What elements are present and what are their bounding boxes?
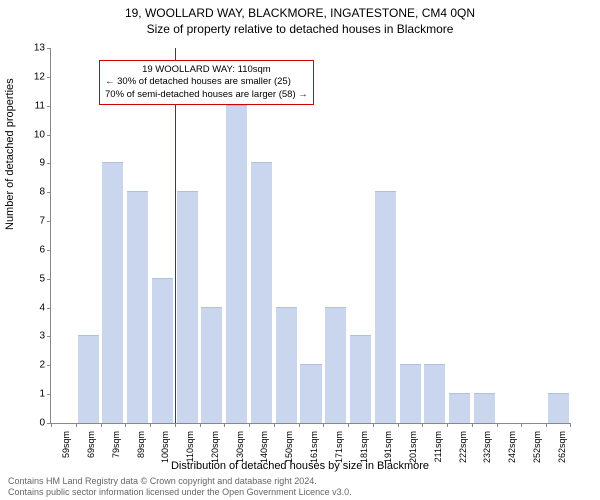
- y-tick-label: 3: [25, 331, 45, 342]
- bar: [102, 162, 123, 423]
- x-tick-mark: [150, 423, 151, 427]
- x-tick-mark: [497, 423, 498, 427]
- x-tick-mark: [546, 423, 547, 427]
- y-tick-mark: [47, 135, 51, 136]
- y-tick-label: 13: [25, 43, 45, 54]
- y-tick-mark: [47, 48, 51, 49]
- annotation-box: 19 WOOLLARD WAY: 110sqm← 30% of detached…: [99, 60, 314, 105]
- x-tick-mark: [348, 423, 349, 427]
- y-tick-mark: [47, 221, 51, 222]
- bar: [375, 191, 396, 423]
- bar: [400, 364, 421, 423]
- y-tick-mark: [47, 308, 51, 309]
- bar: [449, 393, 470, 423]
- y-tick-mark: [47, 279, 51, 280]
- bar: [127, 191, 148, 423]
- bar: [152, 278, 173, 423]
- x-tick-mark: [249, 423, 250, 427]
- x-tick-mark: [274, 423, 275, 427]
- y-tick-mark: [47, 365, 51, 366]
- x-tick-mark: [323, 423, 324, 427]
- y-tick-label: 1: [25, 389, 45, 400]
- x-tick-mark: [51, 423, 52, 427]
- y-tick-mark: [47, 192, 51, 193]
- y-tick-label: 8: [25, 187, 45, 198]
- y-tick-mark: [47, 77, 51, 78]
- bar: [325, 307, 346, 423]
- y-axis-label: Number of detached properties: [4, 78, 16, 230]
- y-tick-mark: [47, 250, 51, 251]
- x-tick-mark: [175, 423, 176, 427]
- x-tick-mark: [570, 423, 571, 427]
- x-tick-mark: [472, 423, 473, 427]
- x-tick-mark: [422, 423, 423, 427]
- x-tick-mark: [398, 423, 399, 427]
- bar: [300, 364, 321, 423]
- x-tick-mark: [101, 423, 102, 427]
- y-tick-label: 12: [25, 71, 45, 82]
- annotation-box-line: ← 30% of detached houses are smaller (25…: [105, 76, 308, 88]
- y-tick-label: 2: [25, 360, 45, 371]
- annotation-box-line: 70% of semi-detached houses are larger (…: [105, 89, 308, 101]
- bar: [78, 335, 99, 423]
- y-tick-label: 4: [25, 302, 45, 313]
- bar: [251, 162, 272, 423]
- y-tick-label: 5: [25, 273, 45, 284]
- bar: [474, 393, 495, 423]
- copyright-notice: Contains HM Land Registry data © Crown c…: [8, 476, 352, 498]
- y-tick-mark: [47, 163, 51, 164]
- bar: [548, 393, 569, 423]
- y-tick-mark: [47, 336, 51, 337]
- x-tick-mark: [447, 423, 448, 427]
- bar: [276, 307, 297, 423]
- y-tick-mark: [47, 106, 51, 107]
- plot-area: 01234567891011121359sqm69sqm79sqm89sqm10…: [50, 48, 571, 424]
- copyright-line1: Contains HM Land Registry data © Crown c…: [8, 476, 352, 487]
- chart-title-line2: Size of property relative to detached ho…: [0, 20, 600, 36]
- x-tick-mark: [299, 423, 300, 427]
- y-tick-mark: [47, 394, 51, 395]
- x-axis-label: Distribution of detached houses by size …: [0, 460, 600, 472]
- x-tick-mark: [224, 423, 225, 427]
- chart-title-line1: 19, WOOLLARD WAY, BLACKMORE, INGATESTONE…: [0, 0, 600, 20]
- x-tick-mark: [200, 423, 201, 427]
- x-tick-mark: [125, 423, 126, 427]
- copyright-line2: Contains public sector information licen…: [8, 487, 352, 498]
- y-tick-label: 6: [25, 244, 45, 255]
- y-tick-label: 11: [25, 100, 45, 111]
- x-tick-mark: [76, 423, 77, 427]
- y-tick-label: 7: [25, 216, 45, 227]
- y-tick-label: 10: [25, 129, 45, 140]
- bar: [226, 105, 247, 423]
- bar: [424, 364, 445, 423]
- bar: [201, 307, 222, 423]
- y-tick-label: 9: [25, 158, 45, 169]
- bar: [350, 335, 371, 423]
- bar: [177, 191, 198, 423]
- x-tick-mark: [521, 423, 522, 427]
- y-tick-label: 0: [25, 418, 45, 429]
- annotation-box-line: 19 WOOLLARD WAY: 110sqm: [105, 64, 308, 76]
- x-tick-mark: [373, 423, 374, 427]
